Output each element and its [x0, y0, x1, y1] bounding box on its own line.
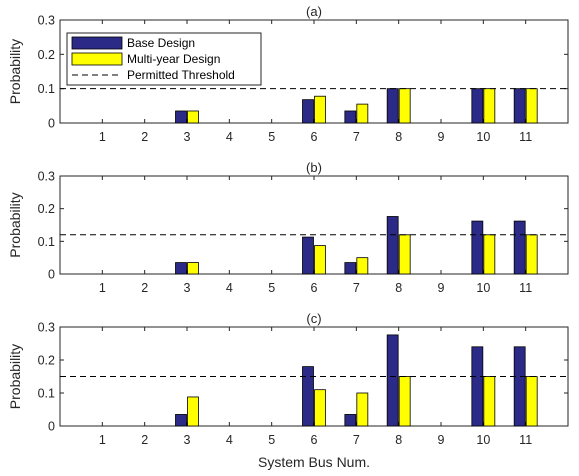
x-tick-label: 11	[519, 433, 532, 447]
x-tick-label: 3	[184, 433, 191, 447]
y-tick-label: 0.1	[38, 387, 55, 401]
y-tick-label: 0	[48, 117, 55, 131]
x-tick-label: 5	[268, 130, 275, 144]
x-tick-label: 4	[226, 130, 233, 144]
y-tick-label: 0.2	[38, 202, 55, 216]
x-tick-label: 9	[438, 433, 445, 447]
legend: Base Design Multi-year Design Permitted Th…	[66, 32, 262, 86]
panel-title: (b)	[306, 160, 322, 175]
bar-multi-year-design-bus-7	[356, 392, 369, 427]
bar-multi-year-design-bus-3	[187, 110, 199, 124]
bar-multi-year-design-bus-10	[483, 88, 496, 124]
x-tick-label: 3	[184, 130, 191, 144]
x-tick-label: 9	[438, 281, 445, 295]
y-tick-label: 0	[48, 268, 55, 282]
y-tick-label: 0.2	[38, 48, 55, 62]
legend-label-base-design: Base Design	[127, 36, 195, 50]
bar-multi-year-design-bus-10	[483, 376, 496, 427]
x-tick-label: 1	[99, 130, 106, 144]
bar-multi-year-design-bus-6	[314, 245, 326, 275]
y-axis-label: Probability	[7, 344, 23, 409]
x-tick-label: 7	[353, 281, 360, 295]
chart-panel-c: 0 0.1 0.2 0.3 1 2 3 4 5 6 7 8 9 10 11 (c) Probability Sys…	[7, 311, 569, 470]
x-tick-label: 4	[226, 433, 233, 447]
y-tick-label: 0.1	[38, 235, 55, 249]
x-axis-label: System Bus Num.	[258, 454, 370, 470]
chart-panel-a: 0 0.1 0.2 0.3 1 2 3 4 5 6 7 8 9 10 11 (a) Probability Bas…	[7, 4, 569, 144]
x-tick-label: 7	[353, 433, 360, 447]
bar-base-design-bus-11	[513, 346, 526, 427]
chart-panel-b: 0 0.1 0.2 0.3 1 2 3 4 5 6 7 8 9 10 11 (b) Probability	[7, 160, 569, 295]
bar-multi-year-design-bus-7	[356, 257, 369, 275]
bar-multi-year-design-bus-11	[525, 376, 538, 427]
x-tick-label: 1	[99, 281, 106, 295]
bar-base-design-bus-6	[302, 366, 314, 427]
bar-base-design-bus-6	[302, 99, 314, 124]
bar-multi-year-design-bus-8	[398, 376, 411, 427]
bar-base-design-bus-3	[175, 262, 187, 275]
y-tick-label: 0.2	[38, 354, 55, 368]
y-tick-label: 0.3	[38, 14, 55, 28]
legend-swatch-base-design	[71, 36, 123, 50]
bar-multi-year-design-bus-8	[398, 234, 411, 275]
x-tick-label: 5	[268, 281, 275, 295]
bar-multi-year-design-bus-6	[314, 389, 326, 427]
bar-base-design-bus-11	[513, 88, 526, 124]
bar-base-design-bus-11	[513, 220, 526, 275]
x-tick-label: 6	[311, 433, 318, 447]
x-tick-label: 10	[476, 433, 490, 447]
x-tick-label: 2	[141, 130, 148, 144]
bar-multi-year-design-bus-8	[398, 88, 411, 124]
bar-base-design-bus-6	[302, 236, 314, 275]
legend-swatch-multi-year-design	[71, 52, 123, 66]
y-tick-label: 0.1	[38, 82, 55, 96]
bar-multi-year-design-bus-7	[356, 103, 369, 124]
x-tick-label: 7	[353, 130, 360, 144]
bar-base-design-bus-8	[386, 88, 399, 124]
x-tick-label: 10	[476, 281, 490, 295]
bar-multi-year-design-bus-10	[483, 234, 496, 275]
x-tick-label: 8	[395, 130, 402, 144]
panel-title: (a)	[306, 4, 322, 19]
x-tick-label: 4	[226, 281, 233, 295]
bar-base-design-bus-10	[471, 88, 484, 124]
y-tick-label: 0	[48, 420, 55, 434]
x-tick-label: 9	[438, 130, 445, 144]
x-tick-label: 5	[268, 433, 275, 447]
y-tick-label: 0.3	[38, 170, 55, 184]
x-tick-label: 2	[141, 433, 148, 447]
y-axis-label: Probability	[7, 39, 23, 104]
bar-base-design-bus-7	[344, 262, 357, 275]
x-tick-label: 2	[141, 281, 148, 295]
bar-multi-year-design-bus-6	[314, 95, 326, 124]
x-tick-label: 11	[519, 281, 532, 295]
bar-base-design-bus-8	[386, 334, 399, 427]
x-tick-label: 8	[395, 281, 402, 295]
x-tick-label: 8	[395, 433, 402, 447]
bar-base-design-bus-10	[471, 346, 484, 427]
x-tick-label: 10	[476, 130, 490, 144]
y-axis-label: Probability	[7, 192, 23, 257]
x-tick-label: 6	[311, 130, 318, 144]
legend-label-multi-year-design: Multi-year Design	[127, 52, 220, 66]
bar-base-design-bus-3	[175, 110, 187, 124]
bar-multi-year-design-bus-3	[187, 396, 199, 427]
x-tick-label: 1	[99, 433, 106, 447]
y-tick-label: 0.3	[38, 321, 55, 335]
bar-base-design-bus-7	[344, 414, 357, 427]
bar-base-design-bus-10	[471, 220, 484, 275]
bar-base-design-bus-3	[175, 414, 187, 427]
x-tick-label: 11	[519, 130, 532, 144]
bar-multi-year-design-bus-3	[187, 262, 199, 275]
bar-multi-year-design-bus-11	[525, 234, 538, 275]
panel-title: (c)	[306, 311, 321, 326]
x-tick-label: 3	[184, 281, 191, 295]
x-tick-label: 6	[311, 281, 318, 295]
bar-base-design-bus-8	[386, 216, 399, 275]
bar-multi-year-design-bus-11	[525, 88, 538, 124]
bar-base-design-bus-7	[344, 110, 357, 124]
legend-label-threshold: Permitted Threshold	[127, 68, 235, 82]
